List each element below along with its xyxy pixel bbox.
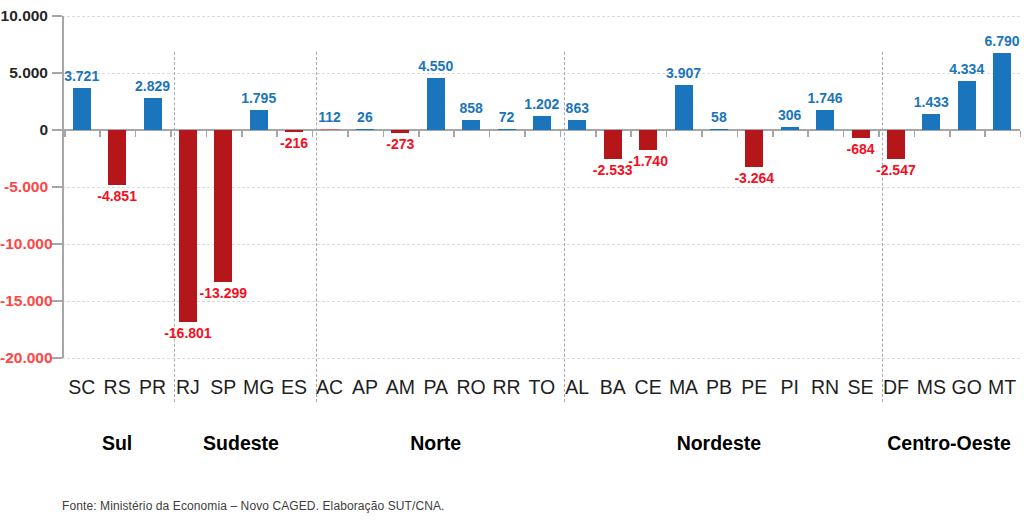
plot-area: 10.000 5.000 0 -5.000 -10.000 -15.000 -20.000 3… bbox=[0, 0, 1024, 526]
gridline--20000 bbox=[62, 358, 1020, 359]
region-label-nordeste: Nordeste bbox=[634, 431, 804, 455]
value-label-pe: -3.264 bbox=[722, 171, 786, 186]
y-axis-tick bbox=[52, 15, 62, 17]
gridline-5000 bbox=[62, 73, 1020, 74]
x-axis-tick bbox=[772, 131, 774, 137]
x-axis-tick bbox=[206, 131, 208, 137]
x-axis-tick bbox=[666, 131, 668, 137]
value-label-pi: 306 bbox=[758, 108, 822, 123]
value-label-sp: -13.299 bbox=[191, 286, 255, 301]
value-label-ce: -1.740 bbox=[616, 154, 680, 169]
source-note: Fonte: Ministério da Economia – Novo CAG… bbox=[62, 499, 444, 513]
x-axis-tick bbox=[347, 131, 349, 137]
value-label-mg: 1.795 bbox=[227, 91, 291, 106]
bar-pr bbox=[144, 98, 162, 130]
region-separator-sul bbox=[174, 52, 175, 402]
bar-rr bbox=[498, 129, 516, 131]
x-axis-tick bbox=[843, 131, 845, 137]
bar-pb bbox=[710, 129, 728, 131]
region-label-norte: Norte bbox=[351, 431, 521, 455]
y-axis-label: 0 bbox=[0, 120, 48, 140]
value-label-rs: -4.851 bbox=[85, 189, 149, 204]
y-axis-label: -20.000 bbox=[0, 348, 48, 368]
y-axis-tick bbox=[52, 186, 62, 188]
bar-pi bbox=[781, 127, 799, 130]
y-axis-tick bbox=[52, 129, 62, 131]
x-axis-tick bbox=[949, 131, 951, 137]
y-axis-label: -15.000 bbox=[0, 291, 48, 311]
x-axis-tick bbox=[560, 131, 562, 137]
bar-ce bbox=[639, 130, 657, 150]
state-label-mt: MT bbox=[980, 375, 1024, 399]
value-label-pa: 4.550 bbox=[404, 59, 468, 74]
value-label-rn: 1.746 bbox=[793, 91, 857, 106]
value-label-ap: 26 bbox=[333, 110, 397, 125]
region-separator-sudeste bbox=[316, 52, 317, 402]
bar-am bbox=[391, 130, 409, 133]
employment-balance-bar-chart: 10.000 5.000 0 -5.000 -10.000 -15.000 -20.000 3… bbox=[0, 0, 1024, 526]
y-axis-label: -10.000 bbox=[0, 234, 48, 254]
x-axis-tick bbox=[595, 131, 597, 137]
gridline--15000 bbox=[62, 301, 1020, 302]
value-label-mt: 6.790 bbox=[970, 34, 1024, 49]
bar-es bbox=[285, 130, 303, 132]
gridline--5000 bbox=[62, 187, 1020, 188]
y-axis-label: 10.000 bbox=[0, 6, 48, 26]
x-axis-tick bbox=[701, 131, 703, 137]
x-axis-tick bbox=[135, 131, 137, 137]
gridline-10000 bbox=[62, 16, 1020, 17]
bar-mt bbox=[993, 53, 1011, 130]
bar-se bbox=[852, 130, 870, 138]
bar-df bbox=[887, 130, 905, 159]
bar-rn bbox=[816, 110, 834, 130]
y-axis-tick bbox=[52, 357, 62, 359]
x-axis-tick bbox=[737, 131, 739, 137]
x-axis-tick bbox=[241, 131, 243, 137]
x-axis-tick bbox=[453, 131, 455, 137]
bar-ac bbox=[321, 129, 339, 131]
x-axis-tick bbox=[64, 131, 66, 137]
value-label-go: 4.334 bbox=[935, 62, 999, 77]
x-axis-tick bbox=[878, 131, 880, 137]
x-axis-tick bbox=[807, 131, 809, 137]
x-axis-tick bbox=[418, 131, 420, 137]
x-axis-tick bbox=[383, 131, 385, 137]
bar-rs bbox=[108, 130, 126, 185]
region-label-centro-oeste: Centro-Oeste bbox=[864, 431, 1024, 455]
bar-sc bbox=[73, 88, 91, 130]
bar-go bbox=[958, 81, 976, 130]
value-label-pb: 58 bbox=[687, 110, 751, 125]
bar-pe bbox=[745, 130, 763, 167]
x-axis-tick bbox=[524, 131, 526, 137]
y-axis-label: -5.000 bbox=[0, 177, 48, 197]
x-axis-tick bbox=[1020, 131, 1022, 137]
x-axis-tick bbox=[914, 131, 916, 137]
value-label-rj: -16.801 bbox=[156, 326, 220, 341]
bar-sp bbox=[214, 130, 232, 282]
region-separator-nordeste bbox=[882, 52, 883, 402]
value-label-ms: 1.433 bbox=[899, 95, 963, 110]
bar-to bbox=[533, 116, 551, 130]
value-label-df: -2.547 bbox=[864, 163, 928, 178]
bar-ap bbox=[356, 129, 374, 131]
value-label-am: -273 bbox=[368, 137, 432, 152]
y-axis-tick bbox=[52, 300, 62, 302]
gridline--10000 bbox=[62, 244, 1020, 245]
x-axis-tick bbox=[630, 131, 632, 137]
value-label-ma: 3.907 bbox=[652, 66, 716, 81]
value-label-sc: 3.721 bbox=[50, 69, 114, 84]
region-label-sudeste: Sudeste bbox=[156, 431, 326, 455]
bar-ms bbox=[922, 114, 940, 130]
y-axis-tick bbox=[52, 243, 62, 245]
x-axis-tick bbox=[984, 131, 986, 137]
x-axis-tick bbox=[99, 131, 101, 137]
bar-mg bbox=[250, 110, 268, 130]
x-axis-tick bbox=[170, 131, 172, 137]
value-label-al: 863 bbox=[545, 101, 609, 116]
bar-al bbox=[568, 120, 586, 130]
y-axis-label: 5.000 bbox=[0, 63, 48, 83]
x-axis-tick bbox=[489, 131, 491, 137]
